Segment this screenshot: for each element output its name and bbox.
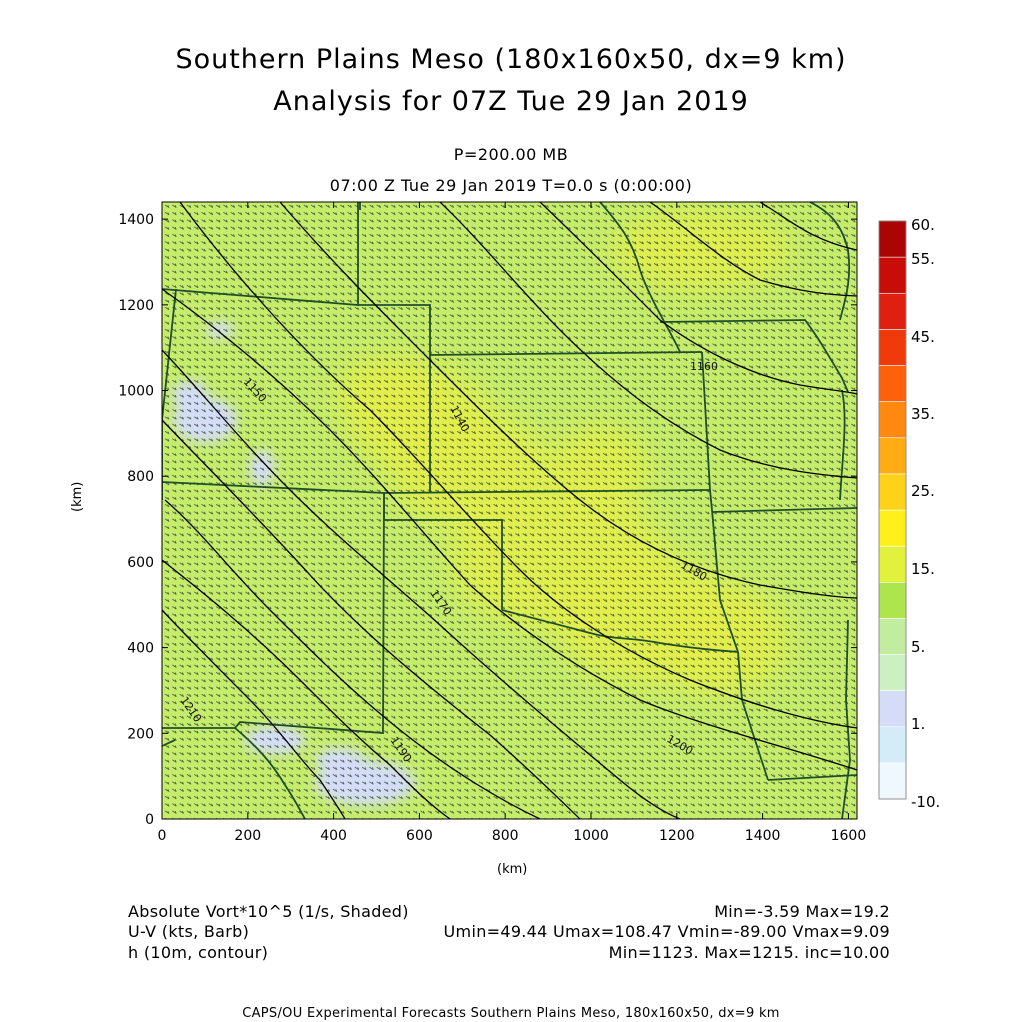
state-boundary — [162, 492, 385, 734]
colorbar-swatch — [878, 762, 907, 800]
x-axis-ticks: 0 200 400 600 800 1000 1200 1400 1600 — [158, 202, 867, 844]
colorbar-label: -10. — [911, 793, 940, 811]
x-tick-label: 0 — [158, 828, 167, 844]
state-boundary — [737, 651, 769, 781]
low-vorticity-area — [206, 322, 234, 338]
legend-field2-stats: Umin=49.44 Umax=108.47 Vmin=-89.00 Vmax=… — [443, 922, 890, 941]
colorbar-swatch — [878, 690, 907, 728]
colorbar-swatch — [878, 545, 907, 583]
low-vorticity-area — [173, 398, 237, 442]
height-contour — [759, 202, 857, 251]
state-boundary — [809, 202, 851, 321]
colorbar-label: 5. — [911, 638, 925, 656]
legend-field3-stats: Min=1123. Max=1215. inc=10.00 — [608, 943, 890, 962]
x-tick-label: 400 — [320, 828, 347, 844]
x-tick-label: 1000 — [573, 828, 609, 844]
state-boundary — [841, 619, 851, 819]
height-contour — [162, 419, 581, 819]
state-boundary — [234, 727, 306, 819]
colorbar-label: 35. — [911, 405, 935, 423]
x-axis-unit: (km) — [497, 862, 528, 877]
colorbar-label: 1. — [911, 715, 925, 733]
height-contour — [162, 349, 681, 819]
pressure-level: P=200.00 MB — [453, 145, 569, 164]
height-contour — [162, 609, 346, 819]
colorbar-swatch — [878, 220, 907, 258]
y-tick-label: 200 — [127, 726, 154, 742]
height-contour — [162, 559, 451, 819]
colorbar-swatch — [878, 437, 907, 475]
state-boundary — [599, 202, 681, 353]
plot-title-line1: Southern Plains Meso (180x160x50, dx=9 k… — [175, 44, 847, 75]
y-tick-label: 1200 — [118, 298, 154, 314]
legend-field3: h (10m, contour) — [128, 943, 269, 962]
wind-barbs — [164, 204, 856, 819]
plot-title-line2: Analysis for 07Z Tue 29 Jan 2019 — [273, 86, 749, 117]
colorbar-swatch — [878, 618, 907, 655]
colorbar-swatch — [878, 401, 907, 439]
state-boundary — [659, 319, 849, 393]
colorbar-swatch — [878, 256, 907, 294]
plot-frame — [161, 201, 858, 820]
y-tick-label: 0 — [145, 812, 154, 828]
x-tick-label: 1600 — [831, 828, 867, 844]
contour-label: 1160 — [690, 360, 718, 373]
y-tick-label: 400 — [127, 641, 154, 657]
height-contour — [439, 202, 857, 479]
colorbar-label: 15. — [911, 560, 935, 578]
state-boundary — [358, 304, 431, 491]
x-tick-label: 1400 — [745, 828, 781, 844]
colorbar-label: 25. — [911, 482, 935, 500]
height-contour — [164, 499, 541, 819]
high-vorticity-area — [650, 585, 790, 695]
y-axis-unit: (km) — [70, 481, 85, 512]
state-boundary — [383, 489, 711, 494]
colorbar-swatch — [878, 509, 907, 547]
colorbar-swatch — [878, 726, 907, 764]
x-tick-label: 1200 — [659, 828, 695, 844]
colorbar-label: 45. — [911, 328, 935, 346]
height-contour — [539, 202, 857, 395]
colorbar-swatch — [878, 292, 907, 330]
footer-credit: CAPS/OU Experimental Forecasts Southern … — [242, 1006, 780, 1021]
legend-field1-stats: Min=-3.59 Max=19.2 — [714, 902, 890, 921]
colorbar-swatch — [878, 581, 907, 619]
state-boundary — [839, 389, 846, 501]
x-tick-label: 600 — [406, 828, 433, 844]
x-tick-label: 200 — [234, 828, 261, 844]
low-vorticity-area — [245, 726, 305, 754]
colorbar-swatch — [878, 654, 907, 691]
y-tick-label: 800 — [127, 469, 154, 485]
valid-time: 07:00 Z Tue 29 Jan 2019 T=0.0 s (0:00:00… — [329, 176, 693, 195]
colorbar-frame — [878, 220, 907, 800]
y-tick-label: 1000 — [118, 384, 154, 400]
y-tick-label: 600 — [127, 555, 154, 571]
state-boundary — [162, 288, 177, 500]
state-boundary — [429, 351, 703, 356]
height-contour — [179, 202, 857, 729]
colorbar-swatch — [878, 473, 907, 511]
colorbar-swatch — [878, 365, 907, 402]
legend-field1: Absolute Vort*10^5 (1/s, Shaded) — [128, 902, 409, 921]
colorbar: 60. 55. 45. 35. 25. 15. 5. 1. -10. — [878, 216, 940, 811]
state-boundary — [711, 507, 857, 513]
colorbar-swatch — [878, 329, 907, 366]
height-contour — [279, 202, 857, 599]
height-contour — [162, 288, 857, 771]
colorbar-label: 60. — [911, 216, 935, 234]
high-vorticity-area — [335, 355, 445, 435]
y-tick-label: 1400 — [118, 212, 154, 228]
low-vorticity-shading — [172, 322, 415, 805]
barb-field — [164, 204, 856, 819]
state-boundary — [767, 774, 857, 781]
y-axis-ticks: 0 200 400 600 800 1000 1200 1400 — [118, 212, 857, 828]
state-boundary — [501, 609, 739, 653]
height-contour — [649, 202, 857, 297]
x-tick-label: 800 — [492, 828, 519, 844]
legend-field2: U-V (kts, Barb) — [128, 922, 250, 941]
colorbar-label: 55. — [911, 250, 935, 268]
